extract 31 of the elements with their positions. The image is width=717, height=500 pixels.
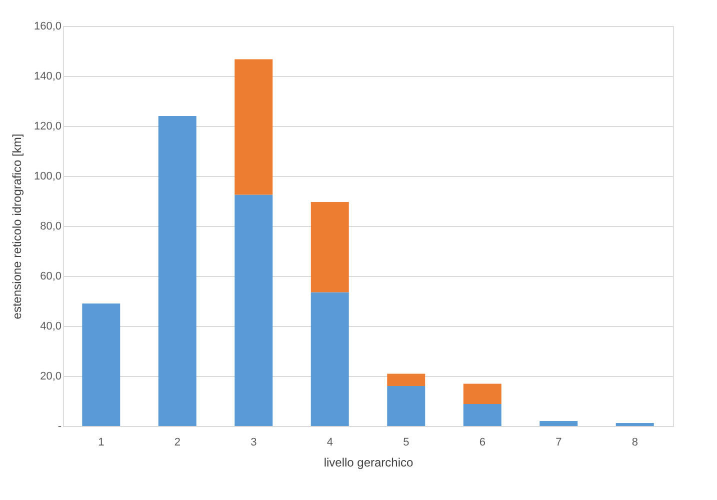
bar: [158, 116, 196, 426]
bar: [463, 404, 502, 426]
x-tick-label: 3: [250, 436, 257, 448]
x-tick-label: 4: [326, 436, 333, 448]
x-tick-label: 7: [556, 436, 562, 448]
y-tick-label: 120,0: [34, 120, 62, 132]
x-tick-label: 2: [174, 436, 180, 448]
y-tick-label: 140,0: [34, 70, 62, 82]
bar: [463, 384, 502, 404]
bar: [310, 292, 349, 426]
bar: [387, 386, 426, 426]
y-axis-title: estensione reticolo idrografico [km]: [10, 134, 24, 320]
y-tick-label: 80,0: [40, 220, 62, 232]
y-tick-label: 60,0: [40, 270, 62, 282]
y-tick-label: -: [58, 420, 62, 432]
bar: [616, 423, 654, 426]
x-tick-label: 5: [403, 436, 410, 448]
bar: [310, 202, 349, 292]
bar: [82, 304, 120, 426]
x-axis-title: livello gerarchico: [324, 456, 414, 470]
y-tick-label: 100,0: [34, 170, 62, 182]
x-tick-label: 8: [632, 436, 638, 448]
y-tick-label: 40,0: [40, 320, 62, 332]
bar: [234, 59, 273, 195]
y-tick-label: 20,0: [40, 370, 62, 382]
bar: [540, 421, 578, 426]
y-tick-label: 160,0: [34, 20, 62, 32]
x-tick-label: 6: [479, 436, 486, 448]
bar: [234, 194, 273, 426]
x-tick-label: 1: [98, 436, 104, 448]
bar: [387, 374, 426, 386]
